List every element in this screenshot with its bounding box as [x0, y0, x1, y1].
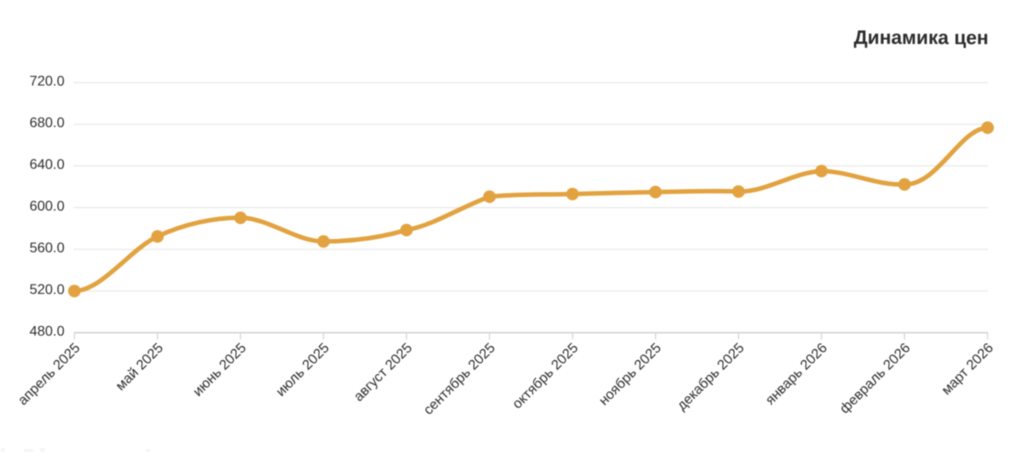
svg-text:Динамика цен: Динамика цен — [854, 27, 989, 49]
svg-text:сентябрь 2025: сентябрь 2025 — [420, 339, 498, 417]
svg-text:520.0: 520.0 — [29, 281, 64, 297]
svg-text:680.0: 680.0 — [29, 114, 64, 130]
svg-text:600.0: 600.0 — [29, 198, 64, 214]
svg-text:560.0: 560.0 — [29, 239, 64, 255]
svg-text:640.0: 640.0 — [29, 156, 64, 172]
svg-text:апрель 2025: апрель 2025 — [14, 339, 83, 408]
svg-text:ноябрь 2025: ноябрь 2025 — [595, 339, 664, 408]
svg-text:март 2026: март 2026 — [938, 339, 996, 397]
svg-text:720.0: 720.0 — [29, 73, 64, 89]
svg-text:июнь 2025: июнь 2025 — [189, 339, 249, 399]
svg-text:декабрь 2025: декабрь 2025 — [673, 339, 747, 413]
svg-text:480.0: 480.0 — [29, 323, 64, 339]
svg-text:май 2025: май 2025 — [112, 339, 166, 393]
svg-text:октябрь 2025: октябрь 2025 — [509, 339, 581, 411]
svg-text:июль 2025: июль 2025 — [272, 339, 332, 399]
svg-text:август 2025: август 2025 — [350, 339, 415, 404]
svg-text:февраль 2026: февраль 2026 — [836, 339, 913, 416]
svg-text:январь 2026: январь 2026 — [762, 339, 830, 407]
